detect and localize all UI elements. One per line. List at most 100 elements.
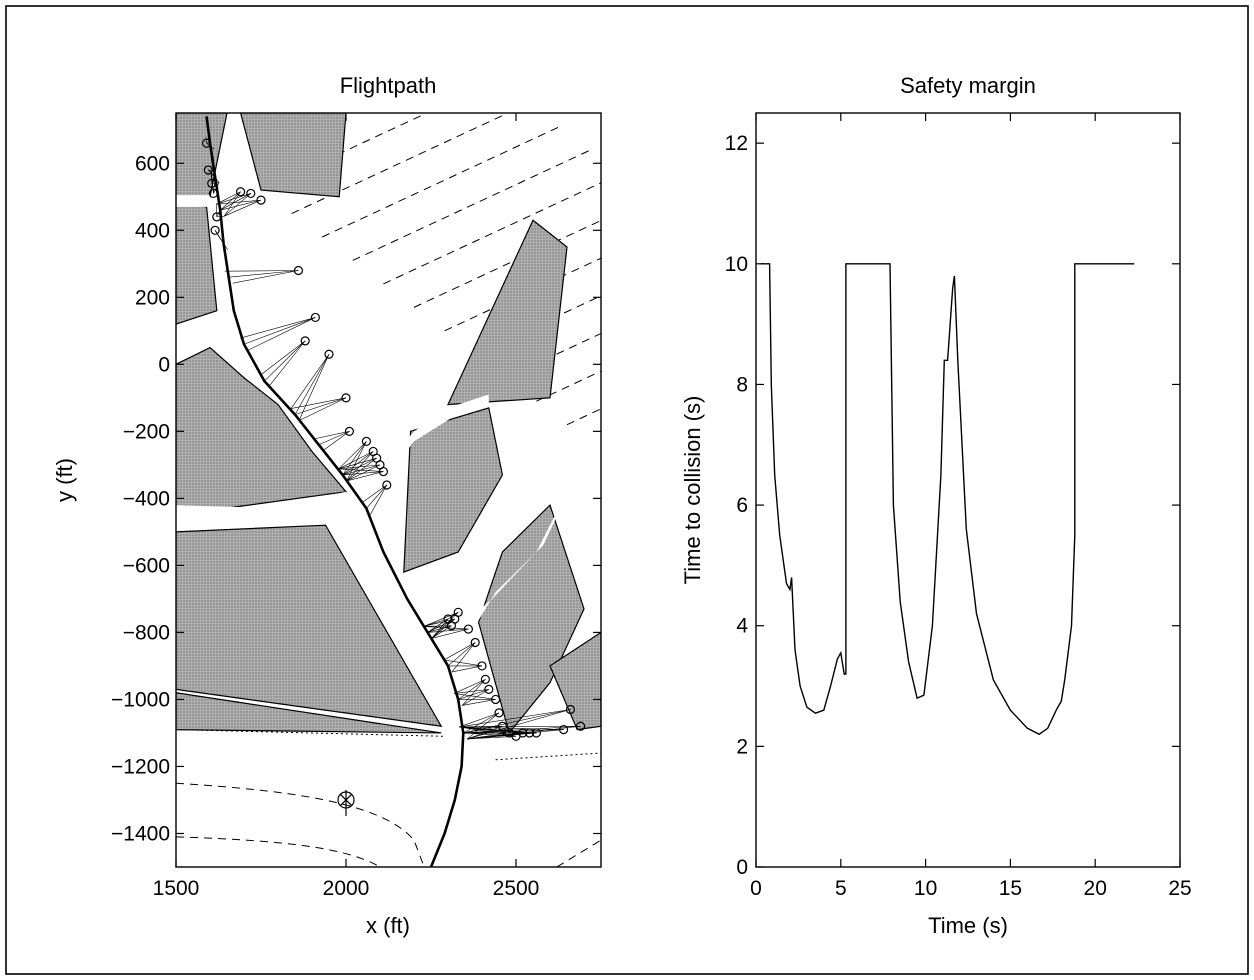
sensor-ray [224,193,251,217]
sensor-ray [294,354,330,415]
obstacle-point [246,188,256,199]
sensor-ray [338,451,374,470]
contour-line [597,445,601,449]
sensor-ray [461,679,486,706]
sensor-ray [467,709,571,740]
sensor-ray [451,642,476,673]
sensor-ray [215,204,218,217]
sensor-ray [342,464,381,476]
sensor-ray [463,712,500,734]
obstacle-polygon [549,631,601,731]
sensor-ray [431,628,469,639]
safety-margin-plot-area [761,263,1135,736]
obstacle-point [210,225,220,235]
road-corridor [176,307,244,351]
flightpath-plot: Flightpath 1500 2000 25006004002000−200−40… [52,73,602,938]
obstacle-point [480,674,490,684]
y-tick-label: −1200 [111,755,170,778]
x-tick-label: 2000 [323,877,370,900]
sensor-ray [224,199,262,217]
contour-line [556,839,601,867]
y-tick-label: −800 [123,621,170,644]
obstacle-polygon [403,407,504,573]
sensor-ray [338,464,381,470]
obstacle-point [565,704,576,715]
flightpath-title: Flightpath [340,73,437,98]
sensor-ray [232,270,299,284]
road-corridor [176,195,210,207]
sensor-ray [370,484,388,515]
x-tick-label: 10 [914,877,937,900]
x-tick-label: 25 [1168,877,1191,900]
flightpath-axes-box [175,112,602,868]
safety-margin-title: Safety margin [900,73,1036,98]
figure-border [5,5,1249,975]
sensor-ray [454,689,489,694]
sensor-ray [338,457,377,470]
sensor-ray [458,689,489,700]
sensor-ray [342,471,384,476]
sensor-ray [458,679,486,700]
sensor-ray [462,689,489,706]
obstacle-point [575,721,586,731]
sensor-ray [459,726,564,730]
sensor-ray [220,199,262,211]
sensor-ray [463,709,571,734]
flightpath-ticks: 1500 2000 25006004002000−200−400−600−800−1… [111,113,601,900]
sensor-ray [298,397,347,421]
flightpath-xlabel: x (ft) [366,913,410,938]
obstacle-point [497,721,507,731]
y-tick-label: 600 [135,152,170,175]
sensor-ray [243,317,316,345]
obstacle-point [256,195,266,205]
obstacle-point [470,637,480,648]
flightpath-ylabel: y (ft) [52,458,77,502]
sensor-ray [431,612,459,639]
y-tick-label: −200 [123,420,170,443]
time-to-collision-line [761,263,1135,736]
sensor-ray [467,725,503,740]
safety-margin-ylabel: Time to collision (s) [680,396,705,585]
obstacle-point [202,138,212,148]
sensor-ray [342,457,377,476]
obstacle-polygon [176,692,442,734]
x-tick-label: 0 [750,877,762,900]
sensor-ray [264,340,306,382]
obstacle-point [491,694,501,705]
obstacle-polygon [239,113,347,198]
sensor-ray [459,712,500,728]
obstacle-point [203,165,213,175]
sensor-ray [366,484,388,509]
obstacle-point [524,728,535,738]
sensor-ray [346,464,381,482]
obstacle-point [212,212,222,222]
sensor-ray [314,431,350,440]
sensor-ray [294,397,347,415]
obstacle-point [300,336,310,346]
obstacle-point [208,188,218,199]
sensor-ray [454,693,496,700]
y-tick-label: 400 [135,219,170,242]
sensor-ray [290,397,347,409]
y-tick-label: 0 [736,856,748,879]
x-tick-label: 2500 [493,877,540,900]
y-tick-label: 200 [135,286,170,309]
y-tick-label: 6 [736,494,748,517]
obstacle-point [324,349,334,359]
x-tick-label: 5 [835,877,847,900]
contour-line [536,370,601,402]
y-tick-label: 8 [736,373,748,396]
obstacle-point [477,661,487,671]
safety-margin-ticks: 0 5 10 15 20 25 0 2 4 6 8 10 12 [725,113,1192,900]
sensor-ray [298,354,330,421]
contour-line [176,836,381,867]
sensor-ray [290,354,330,409]
y-tick-label: 2 [736,735,748,758]
sensor-ray [362,484,387,503]
obstacle-point [341,393,351,403]
sensor-ray [223,191,241,217]
y-tick-label: 10 [725,253,748,276]
flightpath-plot-area [176,113,601,867]
y-tick-label: 4 [736,615,748,638]
